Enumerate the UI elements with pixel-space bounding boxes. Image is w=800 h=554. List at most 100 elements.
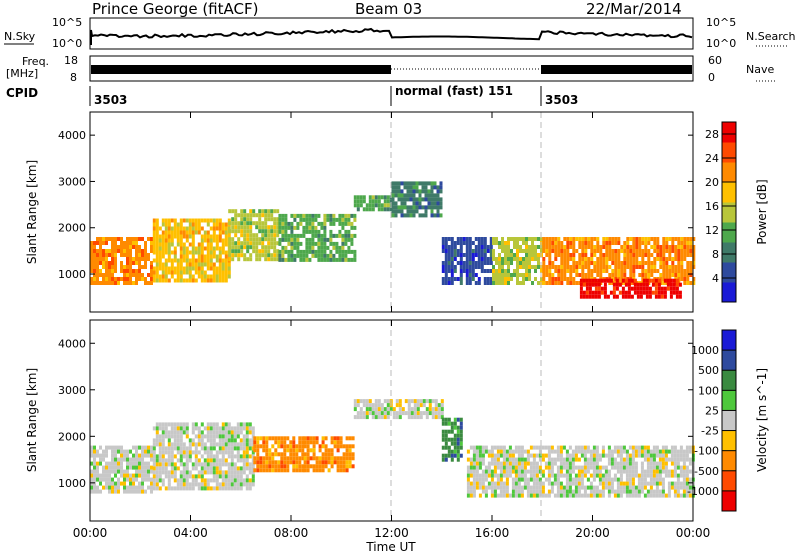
echo-cell xyxy=(191,450,195,455)
echo-cell xyxy=(129,261,132,265)
echo-cell xyxy=(246,237,250,242)
echo-cell xyxy=(152,478,156,483)
echo-cell xyxy=(267,241,271,246)
echo-cell xyxy=(538,465,542,470)
echo-cell xyxy=(237,221,241,226)
echo-cell xyxy=(526,461,530,466)
echo-cell xyxy=(147,257,150,261)
echo-cell xyxy=(409,193,413,198)
echo-cell xyxy=(176,430,180,435)
echo-cell xyxy=(391,181,395,186)
echo-cell xyxy=(657,282,661,287)
echo-cell xyxy=(126,453,129,458)
echo-cell xyxy=(126,469,129,474)
echo-cell xyxy=(510,237,513,241)
echo-cell xyxy=(167,430,171,435)
echo-cell xyxy=(416,415,420,420)
echo-cell xyxy=(578,245,582,249)
echo-cell xyxy=(176,458,180,463)
echo-cell xyxy=(347,233,351,238)
echo-cell xyxy=(459,453,463,458)
echo-cell xyxy=(314,217,318,222)
echo-cell xyxy=(569,281,573,285)
colorbar-segment xyxy=(722,430,736,452)
echo-cell xyxy=(167,234,171,239)
echo-cell xyxy=(542,257,546,261)
echo-cell xyxy=(668,245,672,249)
echo-cell xyxy=(626,257,630,261)
echo-cell xyxy=(221,230,225,235)
echo-cell xyxy=(441,445,445,450)
echo-cell xyxy=(501,265,504,269)
echo-cell xyxy=(356,199,360,204)
echo-cell xyxy=(511,489,515,494)
echo-cell xyxy=(218,446,222,451)
echo-cell xyxy=(191,430,195,435)
echo-cell xyxy=(203,458,207,463)
echo-cell xyxy=(158,454,162,459)
echo-cell xyxy=(507,253,510,257)
echo-cell xyxy=(419,415,423,420)
echo-cell xyxy=(614,257,618,261)
echo-cell xyxy=(466,469,470,474)
echo-cell xyxy=(347,213,351,218)
echo-cell xyxy=(480,237,484,241)
echo-cell xyxy=(111,465,114,470)
echo-cell xyxy=(586,461,590,466)
echo-cell xyxy=(398,411,402,416)
echo-cell xyxy=(655,493,659,498)
echo-cell xyxy=(264,245,268,250)
echo-cell xyxy=(117,469,120,474)
echo-cell xyxy=(380,403,384,408)
echo-cell xyxy=(498,253,501,257)
echo-cell xyxy=(421,213,425,218)
echo-cell xyxy=(574,485,578,490)
echo-cell xyxy=(594,290,598,295)
echo-cell xyxy=(323,233,327,238)
echo-cell xyxy=(117,249,120,253)
echo-cell xyxy=(534,265,537,269)
echo-cell xyxy=(197,450,201,455)
echo-cell xyxy=(459,273,463,277)
echo-cell xyxy=(200,442,204,447)
echo-cell xyxy=(212,466,216,471)
echo-cell xyxy=(230,426,234,431)
echo-cell xyxy=(584,241,588,245)
echo-cell xyxy=(209,478,213,483)
echo-cell xyxy=(621,290,625,295)
echo-cell xyxy=(164,426,168,431)
echo-cell xyxy=(674,253,678,257)
echo-cell xyxy=(292,464,296,469)
echo-cell xyxy=(123,249,126,253)
echo-cell xyxy=(365,403,369,408)
echo-cell xyxy=(520,457,524,462)
echo-cell xyxy=(341,245,345,250)
echo-cell xyxy=(492,281,495,285)
echo-cell xyxy=(422,411,426,416)
echo-cell xyxy=(289,460,293,465)
echo-cell xyxy=(607,473,611,478)
echo-cell xyxy=(574,473,578,478)
echo-cell xyxy=(138,249,141,253)
echo-cell xyxy=(673,473,677,478)
echo-cell xyxy=(421,197,425,202)
echo-cell xyxy=(164,238,168,243)
echo-cell xyxy=(182,478,186,483)
echo-cell xyxy=(268,456,272,461)
echo-cell xyxy=(554,241,558,245)
echo-cell xyxy=(436,205,440,210)
echo-cell xyxy=(587,273,591,277)
echo-cell xyxy=(170,430,174,435)
echo-cell xyxy=(249,233,253,238)
echo-cell xyxy=(132,241,135,245)
echo-cell xyxy=(150,489,153,494)
echo-cell xyxy=(689,253,693,257)
echo-cell xyxy=(141,249,144,253)
echo-cell xyxy=(465,277,469,281)
echo-cell xyxy=(221,470,225,475)
echo-cell xyxy=(433,205,437,210)
echo-cell xyxy=(302,213,306,218)
echo-cell xyxy=(517,481,521,486)
echo-cell xyxy=(93,489,96,494)
echo-cell xyxy=(513,253,516,257)
